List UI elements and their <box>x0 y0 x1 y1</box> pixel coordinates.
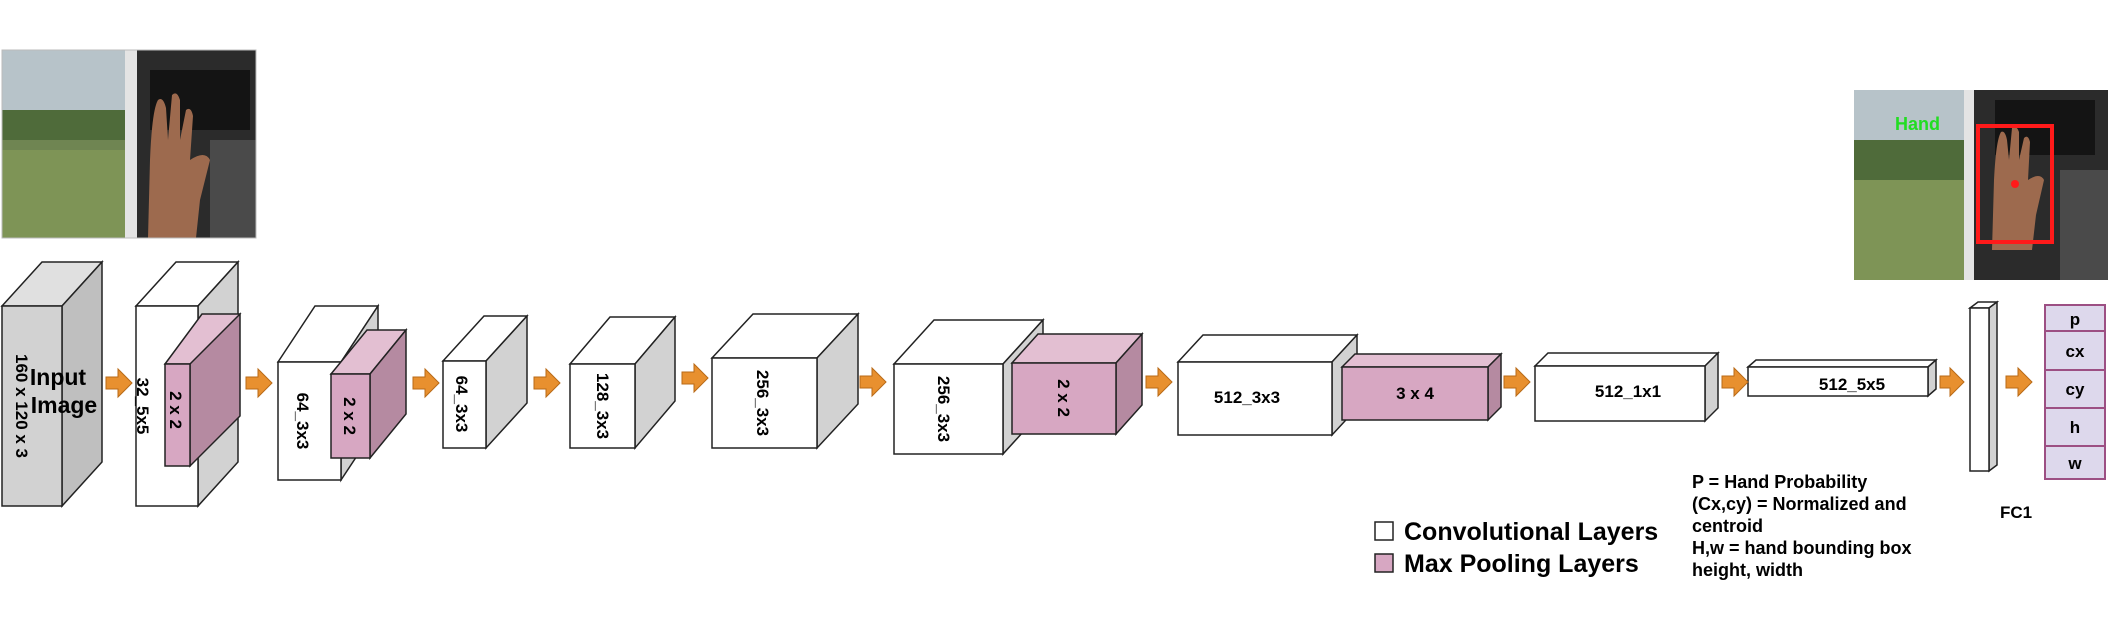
note-line-3: centroid <box>1692 516 1763 536</box>
conv9-label: 512_5x5 <box>1819 375 1885 394</box>
arrow-1 <box>105 367 133 399</box>
legend-pool-label: Max Pooling Layers <box>1404 550 1639 578</box>
input-dims-label: 160 x 120 x 3 <box>12 354 31 458</box>
input-block: Input Image 160 x 120 x 3 <box>0 260 104 508</box>
note-line-4: H,w = hand bounding box <box>1692 538 1911 558</box>
conv4-block: 128_3x3 <box>568 314 677 451</box>
output-w: w <box>2067 454 2082 473</box>
pool1-block: 2 x 2 <box>163 312 242 468</box>
pool3-label: 2 x 2 <box>1054 379 1073 417</box>
arrow-7 <box>1145 366 1173 398</box>
arrow-9 <box>1721 366 1749 398</box>
legend-pool-swatch <box>1374 553 1394 573</box>
fc1-label: FC1 <box>2000 503 2032 522</box>
arrow-8 <box>1503 366 1531 398</box>
output-p: p <box>2070 310 2080 329</box>
conv3-block: 64_3x3 <box>441 314 529 450</box>
notes: P = Hand Probability (Cx,cy) = Normalize… <box>1692 472 1911 580</box>
pool1-label: 2 x 2 <box>166 391 185 429</box>
pool4-label: 3 x 4 <box>1396 384 1434 403</box>
output-h: h <box>2070 418 2080 437</box>
input-label-line2: Image <box>31 392 97 418</box>
legend-conv-swatch <box>1374 521 1394 541</box>
arrow-11 <box>2005 366 2033 398</box>
hand-label: Hand <box>1895 114 1940 134</box>
pool2-label: 2 x 2 <box>340 397 359 435</box>
arrow-10 <box>1939 366 1965 398</box>
conv4-label: 128_3x3 <box>593 373 612 439</box>
input-photo <box>1 49 257 239</box>
conv1-label: 32_5x5 <box>133 378 152 435</box>
conv2-label: 64_3x3 <box>293 393 312 450</box>
legend: Convolutional Layers Max Pooling Layers <box>1374 518 1658 578</box>
arrow-4 <box>533 367 561 399</box>
arrow-3 <box>412 367 440 399</box>
fc1-block: FC1 <box>1967 300 2032 522</box>
note-line-2: (Cx,cy) = Normalized and <box>1692 494 1907 514</box>
note-line-5: height, width <box>1692 560 1803 580</box>
legend-conv-label: Convolutional Layers <box>1404 518 1658 546</box>
conv8-label: 512_1x1 <box>1595 382 1661 401</box>
output-vector: p cx cy h w <box>2044 304 2106 480</box>
pool2-block: 2 x 2 <box>329 327 408 461</box>
conv5-label: 256_3x3 <box>753 370 772 436</box>
bounding-box <box>1976 124 2054 244</box>
conv6-label: 256_3x3 <box>934 376 953 442</box>
pool4-block: 3 x 4 <box>1340 352 1503 422</box>
centroid-dot <box>2011 180 2019 188</box>
arrow-2 <box>245 367 273 399</box>
output-cy: cy <box>2066 380 2085 399</box>
conv5-block: 256_3x3 <box>710 312 860 450</box>
conv7-label: 512_3x3 <box>1214 388 1280 407</box>
conv9-block: 512_5x5 <box>1746 358 1938 398</box>
conv7-block: 512_3x3 <box>1176 333 1359 437</box>
output-cx: cx <box>2066 342 2085 361</box>
conv8-block: 512_1x1 <box>1533 351 1720 423</box>
input-label-line1: Input <box>30 364 87 390</box>
flow-arrows <box>105 362 2033 399</box>
conv3-label: 64_3x3 <box>452 376 471 433</box>
arrow-6 <box>859 366 887 398</box>
arrow-5 <box>681 362 709 394</box>
pool3-block: 2 x 2 <box>1010 332 1144 436</box>
output-photo: Hand <box>1854 90 2108 280</box>
note-line-1: P = Hand Probability <box>1692 472 1867 492</box>
